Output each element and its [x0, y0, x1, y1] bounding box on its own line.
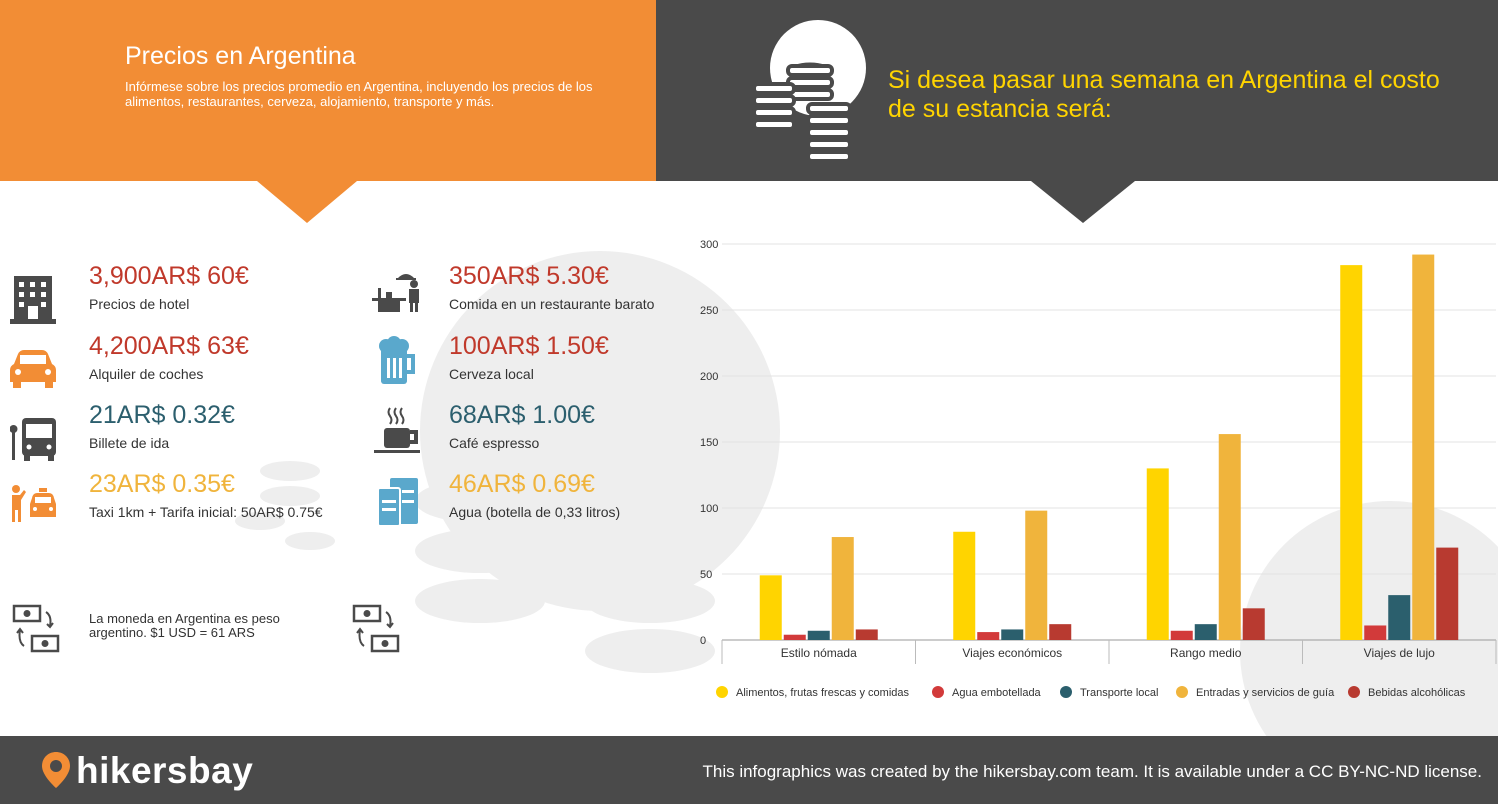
bar — [1146, 468, 1169, 640]
legend-label: Transporte local — [1080, 687, 1158, 699]
coffee-price-value: 68AR$ 1.00€ — [449, 401, 595, 429]
bar — [1242, 608, 1265, 640]
legend-swatch — [1060, 686, 1072, 698]
bar — [953, 531, 976, 640]
legend-label: Bebidas alcohólicas — [1368, 687, 1466, 699]
hotel-icon — [10, 276, 56, 324]
meal-price-label: Comida en un restaurante barato — [449, 296, 655, 312]
header-left-pointer — [257, 181, 357, 223]
hotel-price-value: 3,900AR$ 60€ — [89, 262, 249, 290]
coffee-icon — [374, 407, 420, 453]
y-tick-label: 200 — [700, 371, 718, 383]
bar — [783, 634, 806, 640]
restaurant-icon — [372, 274, 419, 312]
y-tick-label: 100 — [700, 503, 718, 515]
bus-price-label: Billete de ida — [89, 435, 170, 451]
beer-price: 100AR$ 1.50€ Cerveza local — [449, 332, 609, 382]
bus-price: 21AR$ 0.32€ Billete de ida — [89, 401, 235, 451]
legend-label: Alimentos, frutas frescas y comidas — [736, 687, 910, 699]
x-tick-label: Viajes de lujo — [1364, 646, 1435, 660]
bar — [1364, 625, 1387, 640]
logo-hikersbay: hikersbay — [76, 750, 254, 791]
legend-swatch — [1348, 686, 1360, 698]
currency-exchange-icon-secondary — [352, 604, 400, 653]
footer — [0, 736, 1498, 804]
legend-swatch — [1176, 686, 1188, 698]
legend-swatch — [932, 686, 944, 698]
map-pin-icon — [42, 752, 70, 788]
y-tick-label: 250 — [700, 305, 718, 317]
water-price-value: 46AR$ 0.69€ — [449, 470, 595, 498]
bar — [1412, 254, 1435, 640]
footer-credits: This infographics was created by the hik… — [702, 762, 1482, 781]
bar — [1388, 595, 1411, 640]
bar — [1170, 630, 1193, 640]
beer-icon — [379, 336, 415, 384]
legend-label: Entradas y servicios de guía — [1196, 687, 1335, 699]
bar — [1218, 434, 1241, 640]
bar — [1049, 624, 1072, 640]
taxi-price: 23AR$ 0.35€ Taxi 1km + Tarifa inicial: 5… — [89, 470, 323, 520]
coins-icon — [752, 20, 866, 163]
bar — [1436, 547, 1459, 640]
bar — [1194, 624, 1217, 640]
x-tick-label: Rango medio — [1170, 646, 1242, 660]
y-tick-label: 300 — [700, 239, 718, 251]
weekly-cost-bar-chart: 0 50 100 150 200 250 300 Estilo nómada Viajes ec… — [700, 239, 1497, 699]
beer-price-label: Cerveza local — [449, 366, 534, 382]
car-price: 4,200AR$ 63€ Alquiler de coches — [89, 332, 249, 382]
car-price-value: 4,200AR$ 63€ — [89, 332, 249, 360]
hotel-price-label: Precios de hotel — [89, 296, 190, 312]
currency-exchange-icon — [12, 604, 60, 653]
meal-price: 350AR$ 5.30€ Comida en un restaurante ba… — [449, 262, 654, 312]
taxi-price-label: Taxi 1km + Tarifa inicial: 50AR$ 0.75€ — [89, 504, 323, 520]
y-tick-label: 150 — [700, 437, 718, 449]
currency-note: La moneda en Argentina es peso argentino… — [89, 611, 280, 640]
y-tick-label: 50 — [700, 569, 712, 581]
header-left-panel — [0, 0, 656, 181]
bar — [977, 632, 1000, 640]
legend-label: Agua embotellada — [952, 687, 1042, 699]
bar — [807, 630, 830, 640]
bar — [1025, 510, 1048, 640]
bar — [1340, 265, 1363, 640]
coffee-price-label: Café espresso — [449, 435, 540, 451]
taxi-icon — [12, 485, 56, 522]
bar — [831, 537, 854, 640]
x-tick-label: Estilo nómada — [781, 646, 857, 660]
coffee-price: 68AR$ 1.00€ Café espresso — [449, 401, 595, 451]
legend-swatch — [716, 686, 728, 698]
page-title: Precios en Argentina — [125, 42, 356, 70]
water-price-label: Agua (botella de 0,33 litros) — [449, 504, 621, 520]
meal-price-value: 350AR$ 5.30€ — [449, 262, 609, 290]
x-tick-label: Viajes económicos — [962, 646, 1062, 660]
bar — [1001, 629, 1024, 640]
y-tick-label: 0 — [700, 635, 706, 647]
car-icon — [10, 350, 56, 388]
car-price-label: Alquiler de coches — [89, 366, 204, 382]
bus-price-value: 21AR$ 0.32€ — [89, 401, 235, 429]
water-bottle-icon — [377, 478, 418, 527]
headline: Si desea pasar una semana en Argentina e… — [888, 66, 1440, 123]
hotel-price: 3,900AR$ 60€ Precios de hotel — [89, 262, 249, 312]
water-price: 46AR$ 0.69€ Agua (botella de 0,33 litros… — [449, 470, 620, 520]
bar — [759, 575, 782, 640]
header-right-pointer — [1031, 181, 1135, 223]
bus-icon — [10, 418, 56, 461]
page-subtitle: Infórmese sobre los precios promedio en … — [125, 79, 593, 109]
taxi-price-value: 23AR$ 0.35€ — [89, 470, 235, 498]
beer-price-value: 100AR$ 1.50€ — [449, 332, 609, 360]
bar — [855, 629, 878, 640]
